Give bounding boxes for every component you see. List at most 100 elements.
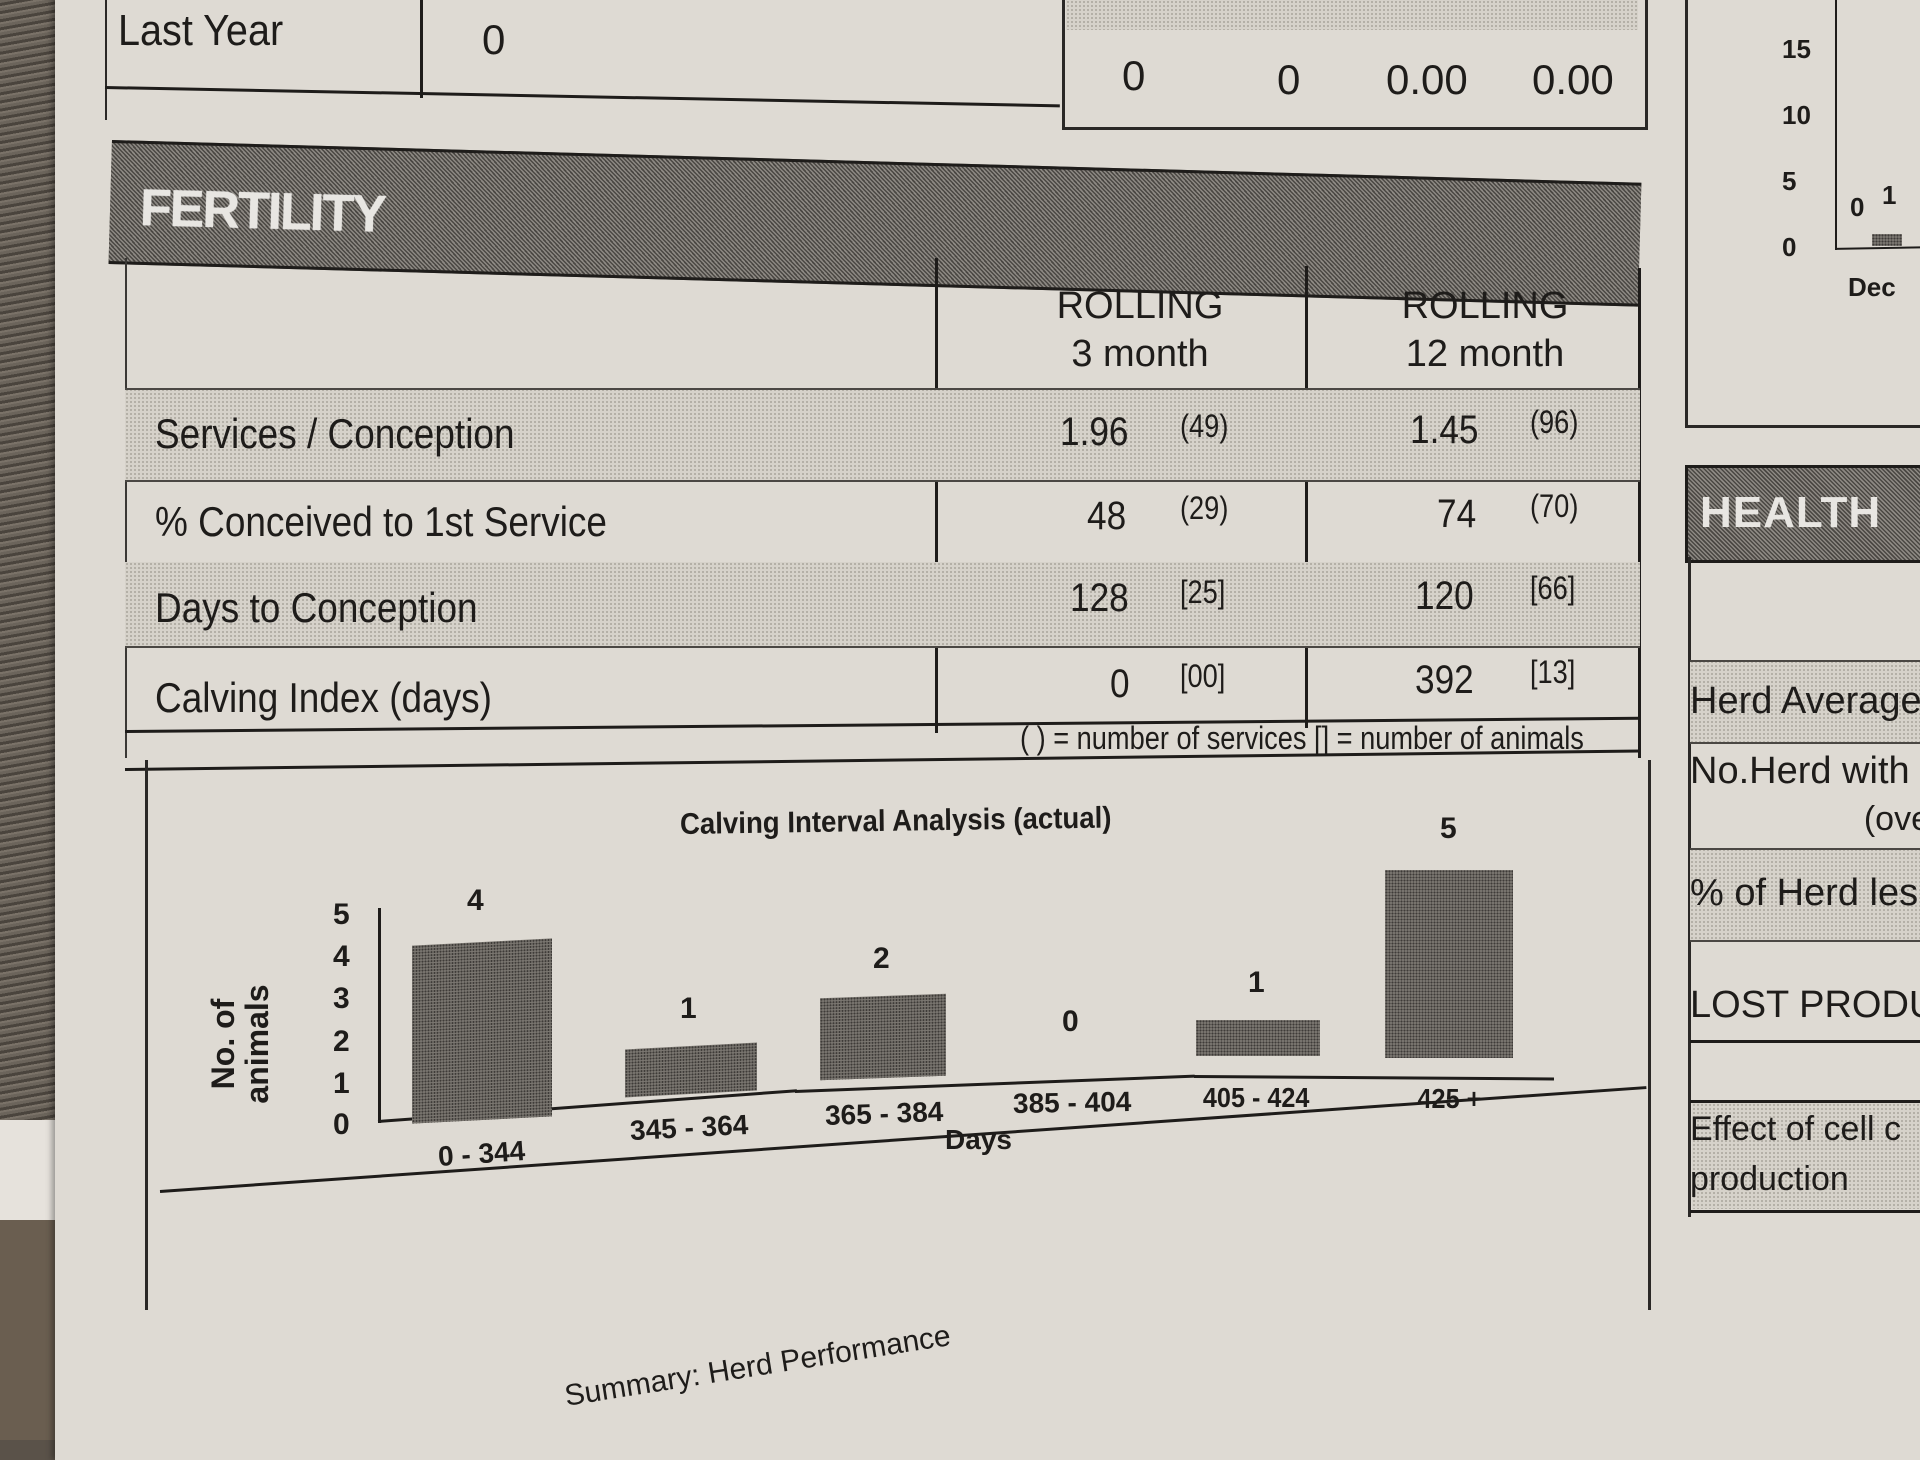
previous-table-right xyxy=(1062,0,1648,130)
bar-value-label: 1 xyxy=(680,992,697,1025)
bar-365-384 xyxy=(820,993,946,1081)
shaded-row xyxy=(1690,660,1920,742)
bar-value-label: 1 xyxy=(1248,966,1265,999)
last-year-stat: 0.00 xyxy=(1532,56,1614,103)
table-row: Services / Conception 1.96 (49) 1.45 (96… xyxy=(125,388,1640,480)
table-divider xyxy=(420,0,423,98)
chart-x-axis-label: Days xyxy=(945,1124,1012,1155)
mini-chart-y-axis xyxy=(1835,0,1837,250)
rolling-12m-count: (70) xyxy=(1530,488,1579,524)
row-label: % Conceived to 1st Service xyxy=(155,498,607,545)
background-floor xyxy=(0,1220,62,1440)
section-title-fertility: FERTILITY xyxy=(139,179,386,244)
x-category-label: 385 - 404 xyxy=(1012,1085,1132,1120)
row-label: Days to Conception xyxy=(155,584,478,631)
row-label: Calving Index (days) xyxy=(155,674,492,721)
shaded-row xyxy=(1692,1103,1920,1209)
shaded-row xyxy=(1066,0,1638,30)
mini-bar xyxy=(1872,234,1902,246)
row-divider xyxy=(125,480,1640,482)
mini-bar-label: 0 xyxy=(1850,192,1865,222)
health-row-production: production xyxy=(1690,1160,1849,1198)
rolling-12m-count: [13] xyxy=(1530,654,1576,690)
page-footer: Summary: Herd Performance xyxy=(562,1319,953,1413)
rolling-3m-count: [00] xyxy=(1180,658,1226,694)
mini-y-tick: 5 xyxy=(1782,166,1797,196)
x-category-label: 365 - 384 xyxy=(824,1095,944,1132)
rolling-12m-count: [66] xyxy=(1530,570,1576,606)
column-header-line1: ROLLING xyxy=(1401,285,1569,327)
mini-y-tick: 10 xyxy=(1782,100,1811,130)
mini-y-tick: 0 xyxy=(1782,232,1797,262)
bar-425-plus xyxy=(1385,870,1513,1058)
x-category-label: 0 - 344 xyxy=(436,1134,527,1173)
x-category-label: 345 - 364 xyxy=(629,1108,750,1147)
rolling-12m-value: 392 xyxy=(1415,658,1474,702)
rolling-3m-count: (49) xyxy=(1180,408,1229,444)
y-tick: 0 xyxy=(333,1108,350,1141)
mini-y-tick: 15 xyxy=(1782,34,1811,64)
bar-value-label: 5 xyxy=(1440,812,1457,845)
mini-x-label: Dec xyxy=(1848,272,1896,302)
table-row: Days to Conception 128 [25] 120 [66] xyxy=(125,562,1640,646)
row-divider xyxy=(125,388,1640,390)
bar-value-label: 4 xyxy=(467,884,484,917)
table-border xyxy=(1638,268,1641,758)
last-year-value: 0 xyxy=(482,16,506,63)
rolling-12m-count: (96) xyxy=(1530,404,1579,440)
bar-0-344 xyxy=(412,938,552,1124)
column-header-rolling-12-month: ROLLING 12 month xyxy=(1335,282,1635,378)
monthly-chart-box xyxy=(1685,0,1920,428)
table-row: Calving Index (days) 0 [00] 392 [13] xyxy=(125,646,1640,730)
y-tick: 3 xyxy=(333,982,350,1015)
health-row-lost-production: LOST PRODU xyxy=(1690,984,1920,1026)
chart-title: Calving Interval Analysis (actual) xyxy=(679,801,1112,841)
rolling-3m-value: 128 xyxy=(1070,576,1129,620)
rolling-3m-value: 0 xyxy=(1110,662,1130,706)
y-tick: 5 xyxy=(333,898,350,931)
last-year-stat: 0.00 xyxy=(1386,56,1468,103)
row-divider xyxy=(1690,1210,1920,1213)
column-header-line1: ROLLING xyxy=(1056,285,1224,327)
bar-405-424 xyxy=(1196,1020,1320,1056)
health-row-no-herd-with-sub: (ove xyxy=(1863,800,1920,838)
column-header-line2: 3 month xyxy=(1071,333,1209,375)
health-table xyxy=(1688,557,1920,1217)
health-row-effect-of-cell-count: Effect of cell c xyxy=(1690,1110,1902,1148)
last-year-stat: 0 xyxy=(1122,52,1146,99)
y-tick: 1 xyxy=(333,1067,350,1100)
table-row: % Conceived to 1st Service 48 (29) 74 (7… xyxy=(125,480,1640,562)
chart-y-axis-label: No. of animals xyxy=(205,984,275,1104)
row-divider xyxy=(1690,1040,1920,1043)
bar-value-label: 2 xyxy=(873,942,890,975)
column-divider xyxy=(935,258,938,733)
last-year-stat: 0 xyxy=(1277,56,1301,103)
x-category-label: 405 - 424 xyxy=(1202,1082,1310,1113)
shaded-row xyxy=(1690,848,1920,940)
rolling-12m-value: 74 xyxy=(1437,492,1477,536)
mini-bar-label: 1 xyxy=(1882,180,1897,210)
column-divider xyxy=(1305,266,1308,728)
last-year-label: Last Year xyxy=(118,6,284,55)
rolling-3m-value: 1.96 xyxy=(1060,410,1129,454)
rolling-12m-value: 1.45 xyxy=(1410,408,1479,452)
row-divider xyxy=(1690,1100,1920,1103)
y-tick: 2 xyxy=(333,1025,350,1058)
x-category-label: 425 + xyxy=(1417,1083,1482,1114)
table-border xyxy=(125,258,127,758)
rolling-12m-value: 120 xyxy=(1415,574,1474,618)
previous-table xyxy=(105,0,1642,120)
rolling-3m-count: (29) xyxy=(1180,490,1229,526)
column-header-line2: 12 month xyxy=(1405,333,1565,375)
row-divider xyxy=(1690,848,1920,850)
y-tick: 4 xyxy=(333,940,350,973)
health-row-percent-herd: % of Herd les xyxy=(1690,872,1919,914)
table-legend-note: ( ) = number of services [] = number of … xyxy=(1020,720,1584,756)
section-title-health: HEALTH xyxy=(1700,488,1882,537)
rolling-3m-value: 48 xyxy=(1087,494,1127,538)
row-divider xyxy=(1690,940,1920,942)
row-divider xyxy=(1690,660,1920,662)
health-row-no-herd-with: No.Herd with xyxy=(1690,750,1910,792)
bar-345-364 xyxy=(625,1042,757,1098)
